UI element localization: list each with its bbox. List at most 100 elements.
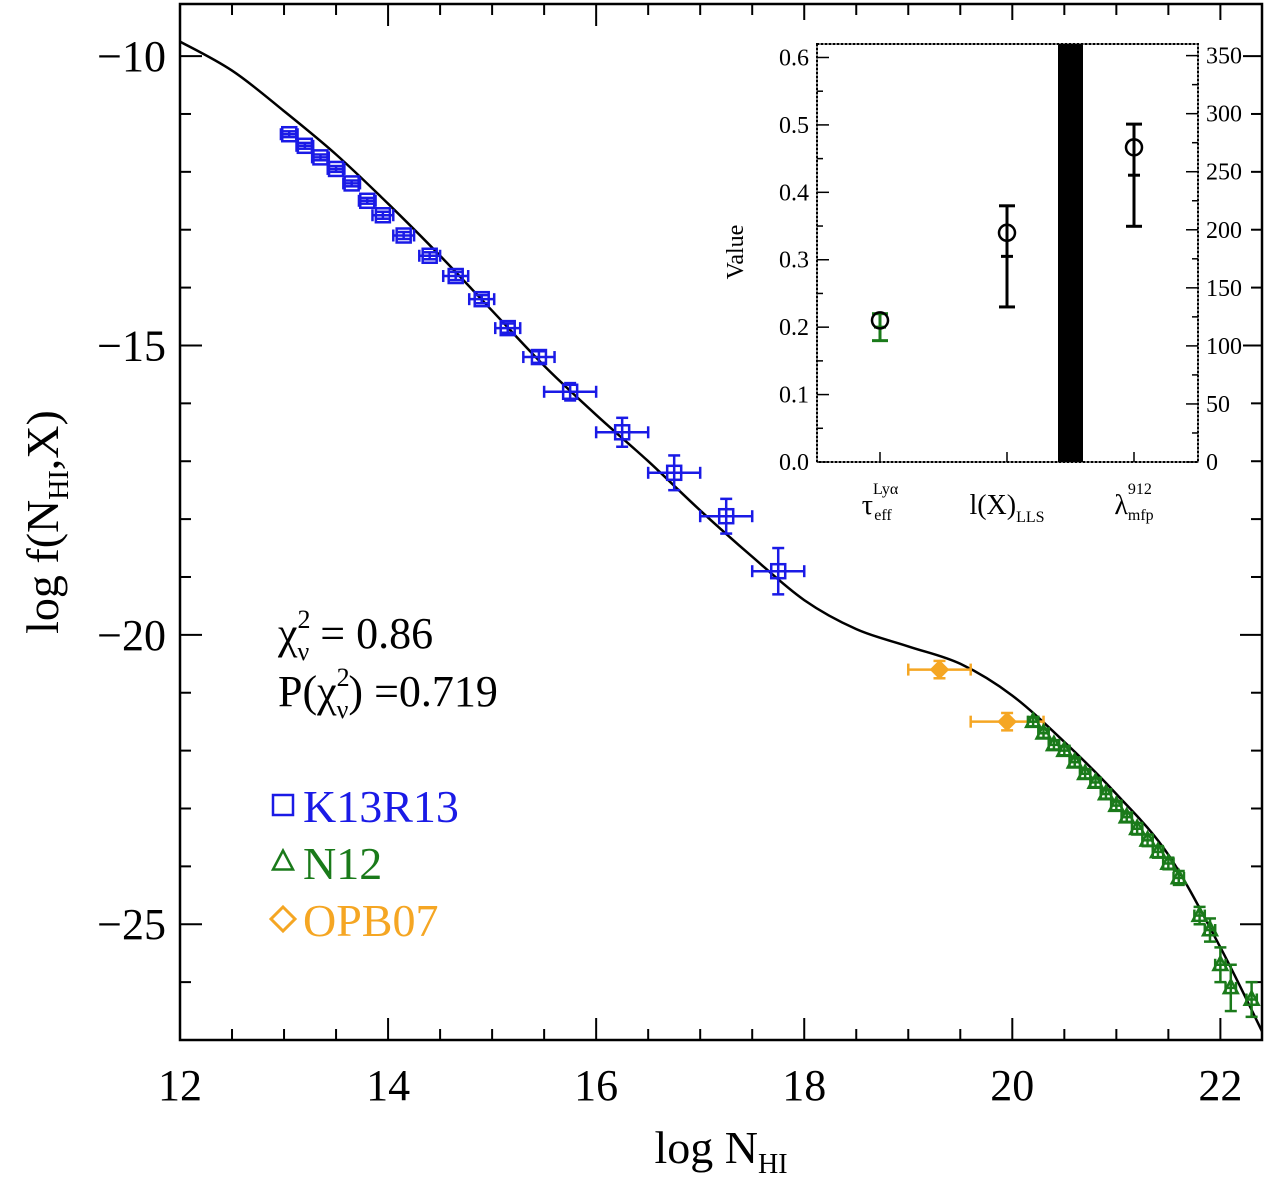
data-point-k13r13 [295,137,315,155]
x-tick-label: 12 [158,1061,202,1110]
inset-background [787,20,1243,520]
square-marker [530,348,548,366]
y-axis-title: log f(NHI,X) [17,410,75,634]
square-marker [561,383,579,401]
data-point-n12 [1065,751,1084,769]
inset-right-tick-label: 200 [1206,218,1242,244]
data-point-k13r13 [698,497,754,535]
data-point-n12 [1107,794,1126,813]
legend-label: K13R13 [303,781,459,832]
data-point-k13r13 [371,207,395,224]
inset-model-point [1124,138,1144,157]
triangle-marker [1055,739,1074,758]
triangle-marker [1024,710,1043,729]
chi-squared-annotation: χ2 ν = 0.86 [277,605,433,666]
legend-triangle-icon [270,847,296,871]
triangle-marker [1034,722,1053,740]
square-marker [665,464,683,482]
data-point-k13r13 [342,175,362,192]
data-point-n12 [1024,710,1043,729]
y-tick-label: −10 [97,32,166,81]
inset-left-tick-label: 0.4 [779,180,809,206]
inset-errorbar [1126,122,1142,228]
legend-diamond-icon [268,904,298,934]
inset-errorbar [999,204,1015,309]
data-point-n12 [1200,917,1220,943]
data-point-opb07 [969,711,1045,732]
data-point-n12 [1148,841,1168,859]
data-point-k13r13 [542,381,598,402]
square-marker [421,247,438,265]
triangle-marker [1200,919,1220,937]
data-point-n12 [1169,867,1188,887]
triangle-marker [1138,829,1157,847]
data-point-k13r13 [418,247,442,265]
inset-category-label: λ912 mfp [1114,481,1153,524]
triangle-marker [1148,841,1168,859]
main-plot-area [178,2,1264,1042]
data-point-k13r13 [357,192,377,210]
inset-model-point [870,311,890,330]
data-point-opb07 [907,659,972,680]
square-marker [327,160,345,178]
square-marker [613,424,631,441]
legend-item-n12: N12 [270,838,382,889]
square-marker [343,175,360,192]
inset-category-label: τLyα eff [862,481,899,524]
x-tick-label: 22 [1198,1061,1242,1110]
triangle-marker [1107,794,1126,813]
data-point-n12 [1159,852,1178,871]
data-point-n12 [1242,980,1261,1019]
triangle-marker [1096,783,1116,801]
y-tick-label: −25 [97,900,166,949]
x-tick-label: 20 [990,1061,1034,1110]
main-annotations: χ2 ν = 0.86P(χ2 ν) =0.719 K13R13 N12 OPB07 [268,605,498,946]
x-tick-label: 18 [782,1061,826,1110]
inset-right-tick-label: 150 [1206,276,1242,302]
data-point-k13r13 [646,454,702,492]
data-point-n12 [1096,783,1116,801]
inset-right-tick-label: 250 [1206,160,1242,186]
inset-y-axis-title: Value [723,225,749,280]
probability-annotation: P(χ2 ν) =0.719 [278,663,498,724]
inset-model-point [997,223,1017,243]
inset-plot: 0.0 0.1 0.2 0.3 0.4 0.5 0.6 0 50 100 150 200 250 300 3… [723,20,1243,526]
diamond-marker [929,659,950,680]
main-axis-ticks [179,4,1262,1041]
data-point-n12 [1128,818,1147,836]
data-point-k13r13 [279,125,299,143]
inset-right-tick-label: 350 [1206,44,1242,70]
x-axis-title: log NHI [654,1122,787,1178]
square-marker [280,125,298,143]
square-marker [312,149,329,166]
y-tick-label: −15 [97,321,166,370]
triangle-marker [1065,751,1084,769]
main-plot-frame [178,2,1264,1042]
inset-left-tick-label: 0.5 [779,113,809,139]
square-marker [296,137,314,155]
legend-label: OPB07 [303,895,438,946]
triangle-marker [1159,852,1178,870]
legend-item-k13r13: K13R13 [271,781,459,832]
inset-right-tick-label: 300 [1206,102,1242,128]
data-point-k13r13 [594,416,650,449]
data-point-n12 [1190,904,1209,926]
triangle-marker [1190,904,1209,923]
square-marker [374,207,392,224]
inset-left-tick-label: 0.0 [779,450,809,476]
triangle-marker [1211,954,1230,972]
square-marker [769,562,787,580]
data-point-n12 [1138,829,1157,848]
triangle-marker [1128,818,1147,836]
square-marker [717,507,735,525]
data-point-k13r13 [493,319,522,337]
data-point-n12 [1055,739,1074,758]
triangle-marker [1086,771,1105,789]
data-point-k13r13 [326,160,346,178]
data-point-n12 [1221,963,1240,1013]
inset-left-tick-label: 0.2 [779,315,809,341]
inset-left-tick-label: 0.1 [779,383,809,409]
data-point-k13r13 [750,546,806,596]
data-point-n12 [1076,763,1095,781]
